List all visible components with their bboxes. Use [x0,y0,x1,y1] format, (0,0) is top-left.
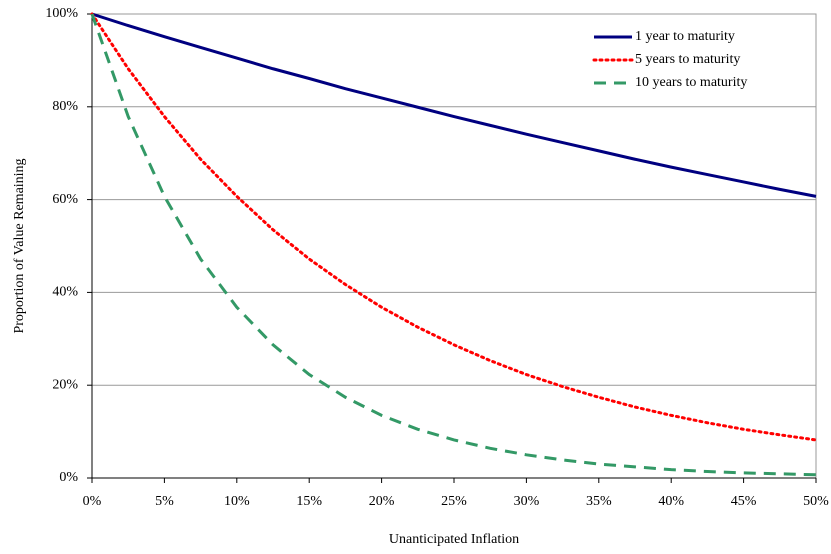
y-tick-label: 100% [45,6,78,21]
y-tick-label: 0% [59,470,78,485]
x-tick-label: 15% [296,494,322,509]
x-tick-label: 25% [441,494,467,509]
x-tick-label: 35% [586,494,612,509]
series-line [90,13,817,477]
y-tick-label: 80% [52,99,78,114]
legend-label: 5 years to maturity [635,52,740,67]
legend-label: 10 years to maturity [635,75,747,90]
x-tick-label: 40% [658,494,684,509]
legend-label: 1 year to maturity [635,29,735,44]
x-tick-label: 45% [731,494,757,509]
y-tick-label: 40% [52,285,78,300]
x-tick-label: 10% [224,494,250,509]
x-tick-label: 30% [514,494,540,509]
y-tick-label: 60% [52,192,78,207]
x-tick-label: 5% [155,494,174,509]
x-axis-label: Unanticipated Inflation [389,532,519,547]
series-line [91,12,817,198]
x-tick-label: 0% [83,494,102,509]
x-tick-label: 20% [369,494,395,509]
series-line [90,12,818,442]
y-axis-label: Proportion of Value Remaining [12,158,27,333]
x-tick-label: 50% [803,494,829,509]
y-tick-label: 20% [52,377,78,392]
